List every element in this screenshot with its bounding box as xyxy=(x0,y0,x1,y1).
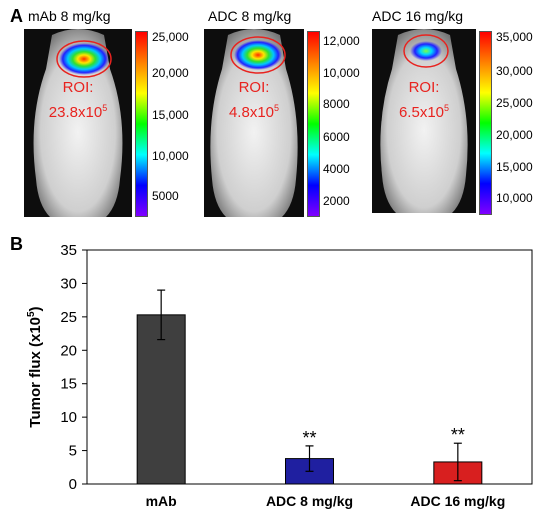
image-1-title: mAb 8 mg/kg xyxy=(28,8,111,24)
x-category-label: mAb xyxy=(146,493,177,509)
mouse-image-3 xyxy=(372,29,476,213)
image-2-title: ADC 8 mg/kg xyxy=(208,8,292,24)
colorbar-2-tick: 4000 xyxy=(323,162,350,176)
y-tick-label: 30 xyxy=(60,275,77,292)
colorbar-2-tick: 10,000 xyxy=(323,66,360,80)
y-tick-label: 20 xyxy=(60,342,77,359)
y-tick-label: 0 xyxy=(69,476,77,493)
colorbar-3-tick: 20,000 xyxy=(496,128,533,142)
y-axis-label: Tumor flux (x105) xyxy=(26,306,44,427)
colorbar-3 xyxy=(479,31,492,215)
colorbar-1-tick: 20,000 xyxy=(152,66,189,80)
significance-label: ** xyxy=(451,425,465,445)
colorbar-2-tick: 6000 xyxy=(323,130,350,144)
colorbar-3-tick: 15,000 xyxy=(496,160,533,174)
bar-chart: 0 5 10 15 20 25 30 35 mAb ** ADC 8 mg/kg ** ADC 16 m… xyxy=(26,242,533,509)
chart-labels: 0 5 10 15 20 25 30 35 mAb ** ADC 8 mg/kg ** ADC 16 m… xyxy=(60,242,505,509)
colorbar-1-tick: 25,000 xyxy=(152,30,189,44)
colorbar-2-tick: 12,000 xyxy=(323,34,360,48)
mouse-image-2 xyxy=(204,29,304,217)
chart-bars xyxy=(136,289,483,485)
colorbar-3-tick: 30,000 xyxy=(496,64,533,78)
x-category-label: ADC 8 mg/kg xyxy=(266,493,353,509)
colorbar-3-tick: 10,000 xyxy=(496,191,533,205)
image-3-title: ADC 16 mg/kg xyxy=(372,8,464,24)
x-category-label: ADC 16 mg/kg xyxy=(410,493,505,509)
colorbar-1-tick: 15,000 xyxy=(152,108,189,122)
y-tick-label: 10 xyxy=(60,409,77,426)
significance-label: ** xyxy=(302,428,316,448)
colorbar-2 xyxy=(307,31,320,217)
roi-label-1: ROI: 23.8x105 xyxy=(48,79,108,121)
panel-b-letter: B xyxy=(10,234,23,254)
panel-a-letter: A xyxy=(10,6,23,26)
y-tick-label: 35 xyxy=(60,242,77,259)
roi-label-3: ROI: 6.5x105 xyxy=(398,79,450,121)
colorbar-1-tick: 10,000 xyxy=(152,149,189,163)
mouse-image-1 xyxy=(24,29,132,217)
y-tick-label: 25 xyxy=(60,309,77,326)
colorbar-2-tick: 8000 xyxy=(323,97,350,111)
colorbar-1 xyxy=(135,31,148,217)
bar xyxy=(136,314,186,485)
colorbar-1-tick: 5000 xyxy=(152,189,179,203)
y-tick-label: 5 xyxy=(69,443,77,460)
roi-label-2: ROI: 4.8x105 xyxy=(228,79,280,121)
colorbar-3-tick: 25,000 xyxy=(496,96,533,110)
colorbar-2-tick: 2000 xyxy=(323,194,350,208)
y-tick-label: 15 xyxy=(60,376,77,393)
colorbar-3-tick: 35,000 xyxy=(496,30,533,44)
